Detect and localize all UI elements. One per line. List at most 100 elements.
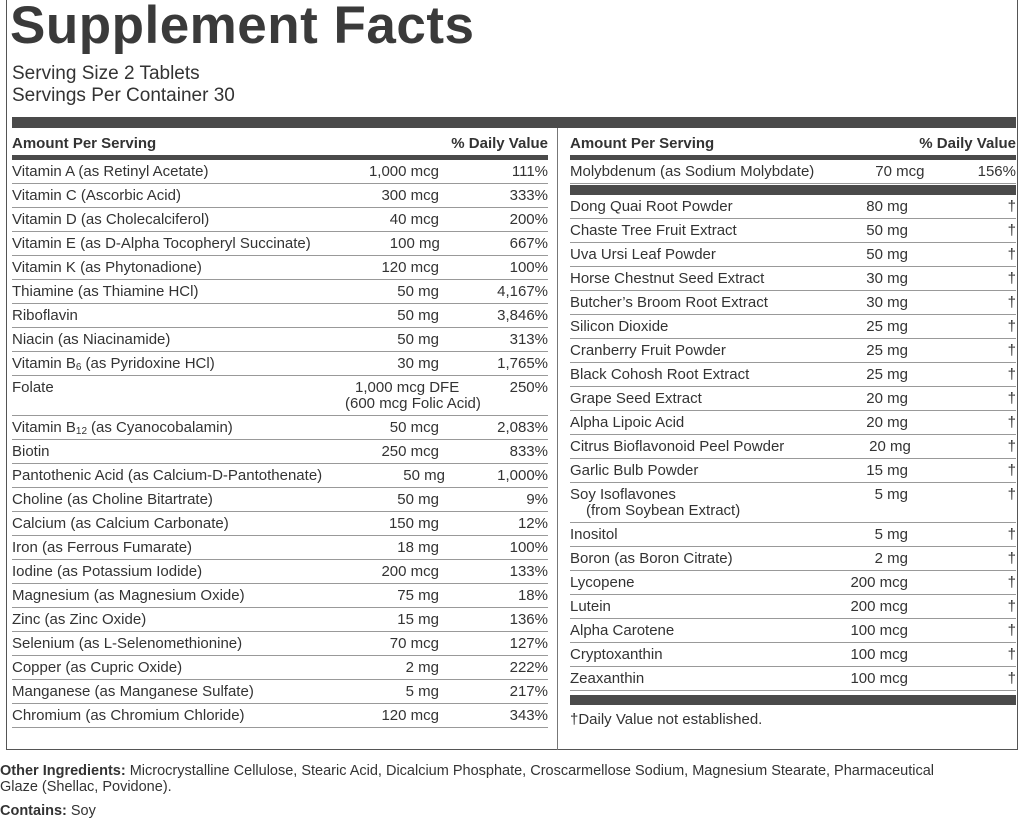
daily-value: 4,167% — [497, 283, 548, 300]
nutrient-row: Choline (as Choline Bitartrate) 50 mg 9% — [12, 488, 548, 512]
nutrient-row: Horse Chestnut Seed Extract 30 mg † — [570, 267, 1016, 291]
daily-value: 1,000% — [497, 467, 548, 484]
name-rest: (as Pyridoxine HCl) — [85, 355, 215, 372]
nutrient-row: Vitamin B6 (as Pyridoxine HCl) 30 mg 1,765% — [12, 352, 548, 376]
name-text: Riboflavin — [12, 307, 78, 324]
nutrient-name: Iron (as Ferrous Fumarate) — [12, 540, 309, 556]
nutrient-row: Citrus Bioflavonoid Peel Powder 20 mg † — [570, 435, 1016, 459]
daily-value: 1,765% — [497, 355, 548, 372]
nutrient-name: Riboflavin — [12, 308, 309, 324]
amount: 20 mg — [784, 439, 911, 455]
daily-value: 136% — [509, 611, 548, 628]
name-text: Alpha Lipoic Acid — [570, 414, 685, 431]
daily-value: 313% — [509, 331, 548, 348]
amount: 50 mg — [309, 308, 439, 324]
nutrient-name: Copper (as Cupric Oxide) — [12, 660, 309, 676]
nutrient-row: Butcher’s Broom Root Extract 30 mg † — [570, 291, 1016, 315]
daily-value: 100% — [509, 259, 548, 276]
daily-value: † — [1007, 198, 1016, 215]
amount: 50 mg — [322, 468, 445, 484]
amount: 50 mg — [778, 247, 908, 263]
name-text: Uva Ursi Leaf Powder — [570, 246, 716, 263]
amount: 20 mg — [778, 391, 908, 407]
amount-text: 5 mg — [874, 486, 908, 503]
amount-text: 200 mcg — [850, 574, 908, 591]
nutrient-row: Inositol 5 mg † — [570, 523, 1016, 547]
thick-rule — [12, 117, 1016, 128]
daily-value: 12% — [517, 515, 548, 532]
daily-value: 667% — [509, 235, 548, 252]
amount: 80 mg — [778, 199, 908, 215]
nutrient-row: Soy Isoflavones (from Soybean Extract) 5 m… — [570, 483, 1016, 523]
nutrient-row: Grape Seed Extract 20 mg † — [570, 387, 1016, 411]
nutrient-row: Vitamin D (as Cholecalciferol) 40 mcg 200% — [12, 208, 548, 232]
daily-value: † — [1007, 270, 1016, 287]
nutrient-name: Vitamin K (as Phytonadione) — [12, 260, 309, 276]
header-amount: Amount Per Serving — [12, 135, 157, 152]
amount-text: 50 mg — [397, 491, 439, 508]
name-text: Dong Quai Root Powder — [570, 198, 733, 215]
nutrient-name: Choline (as Choline Bitartrate) — [12, 492, 309, 508]
daily-value: 3,846% — [497, 307, 548, 324]
name-text: Chromium (as Chromium Chloride) — [12, 707, 245, 724]
amount-text: 1,000 mcg — [368, 163, 439, 180]
nutrient-row: Thiamine (as Thiamine HCl) 50 mg 4,167% — [12, 280, 548, 304]
amount: 300 mcg — [309, 188, 439, 204]
nutrient-row: Vitamin E (as D-Alpha Tocopheryl Succina… — [12, 232, 548, 256]
name-text: Iodine (as Potassium Iodide) — [12, 563, 203, 580]
nutrient-name: Boron (as Boron Citrate) — [570, 551, 778, 567]
serving-size: Serving Size 2 Tablets — [12, 63, 200, 84]
amount-text: 30 mg — [866, 294, 908, 311]
name-text: Butcher’s Broom Root Extract — [570, 294, 768, 311]
header-daily-value: % Daily Value — [919, 135, 1016, 152]
amount-text: 15 mg — [866, 462, 908, 479]
name-text: Vitamin B — [12, 419, 76, 436]
name-subscript: 12 — [75, 426, 88, 437]
amount-text: 50 mcg — [389, 419, 439, 436]
column-divider — [557, 128, 558, 750]
name-text: Boron (as Boron Citrate) — [570, 550, 733, 567]
label-border — [6, 0, 1018, 750]
amount: 150 mg — [309, 516, 439, 532]
nutrient-name: Vitamin E (as D-Alpha Tocopheryl Succina… — [12, 236, 311, 252]
nutrient-name: Grape Seed Extract — [570, 391, 778, 407]
name-text: Vitamin D (as Cholecalciferol) — [12, 211, 210, 228]
amount-text: 50 mg — [397, 283, 439, 300]
nutrient-row: Zeaxanthin 100 mcg † — [570, 667, 1016, 691]
nutrient-name: Cranberry Fruit Powder — [570, 343, 778, 359]
amount: 200 mcg — [778, 599, 908, 615]
nutrient-row: Calcium (as Calcium Carbonate) 150 mg 12% — [12, 512, 548, 536]
footnote: †Daily Value not established. — [570, 711, 763, 728]
amount-text: 5 mg — [874, 526, 908, 543]
header-rule — [12, 155, 548, 160]
nutrient-row: Alpha Carotene 100 mcg † — [570, 619, 1016, 643]
nutrient-name: Vitamin A (as Retinyl Acetate) — [12, 164, 309, 180]
amount-text: 30 mg — [866, 270, 908, 287]
nutrient-name: Iodine (as Potassium Iodide) — [12, 564, 309, 580]
daily-value: 217% — [509, 683, 548, 700]
amount-note: (600 mcg Folic Acid) — [345, 395, 481, 412]
amount-text: 30 mg — [397, 355, 439, 372]
daily-value: 200% — [509, 211, 548, 228]
nutrient-row: Lutein 200 mcg † — [570, 595, 1016, 619]
amount: 120 mcg — [309, 708, 439, 724]
nutrient-name: Silicon Dioxide — [570, 319, 778, 335]
amount-text: 150 mg — [388, 515, 439, 532]
amount: 100 mg — [311, 236, 440, 252]
nutrient-name: Zeaxanthin — [570, 671, 778, 687]
name-text: Niacin (as Niacinamide) — [12, 331, 171, 348]
daily-value: † — [1007, 526, 1016, 543]
amount-text: 20 mg — [866, 414, 908, 431]
nutrient-row: Niacin (as Niacinamide) 50 mg 313% — [12, 328, 548, 352]
amount-text: 50 mg — [397, 307, 439, 324]
amount-text: 2 mg — [874, 550, 908, 567]
amount-text: 40 mcg — [389, 211, 439, 228]
nutrient-name: Lutein — [570, 599, 778, 615]
amount: 5 mg — [778, 527, 908, 543]
name-text: Selenium (as L-Selenomethionine) — [12, 635, 243, 652]
nutrient-name: Vitamin B12 (as Cyanocobalamin) — [12, 419, 309, 437]
amount: 100 mcg — [778, 623, 908, 639]
daily-value: † — [1007, 462, 1016, 479]
nutrient-row: Garlic Bulb Powder 15 mg † — [570, 459, 1016, 483]
nutrient-name: Butcher’s Broom Root Extract — [570, 295, 778, 311]
